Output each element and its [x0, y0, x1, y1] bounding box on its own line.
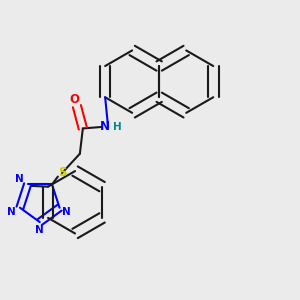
Text: N: N [7, 208, 16, 218]
Text: N: N [15, 174, 24, 184]
Text: N: N [100, 121, 110, 134]
Text: S: S [58, 166, 66, 179]
Text: N: N [62, 208, 71, 218]
Text: O: O [70, 92, 80, 106]
Text: N: N [35, 225, 44, 236]
Text: H: H [113, 122, 122, 132]
